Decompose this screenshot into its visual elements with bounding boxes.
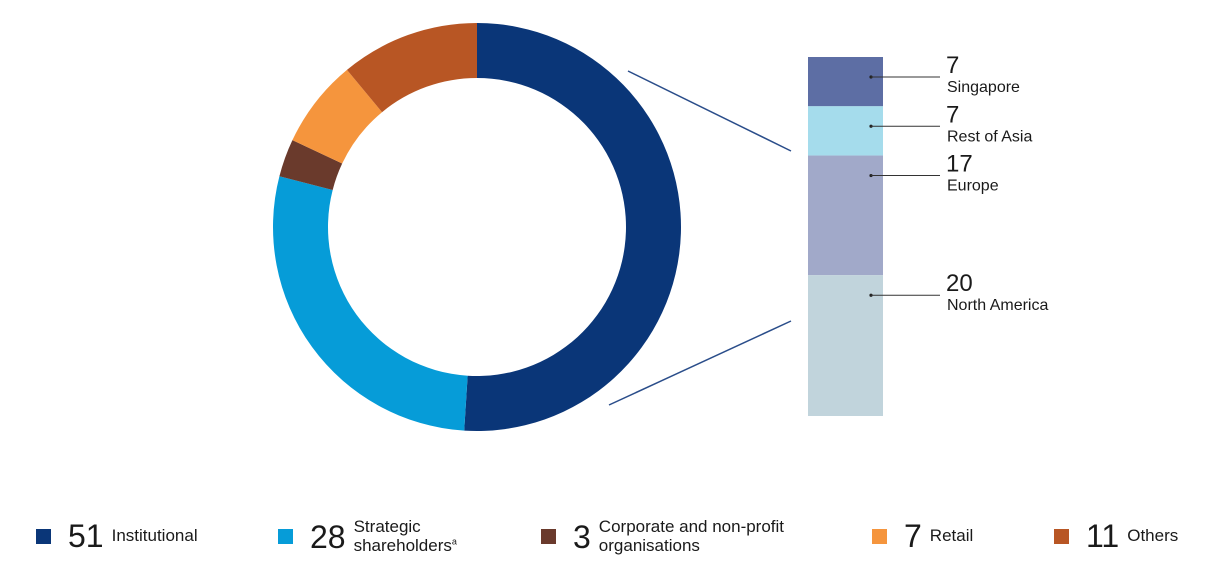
breakdown-label: North America [947,297,1048,314]
breakdown-label: Singapore [947,79,1020,96]
legend-value: 51 [68,518,104,554]
legend-label-text: Strategic shareholders [353,517,452,555]
legend-label: Corporate and non-profit organisations [598,517,785,555]
footnote-marker: a [451,536,457,547]
breakdown-value: 7 [946,101,959,128]
legend-item-institutional: 51 Institutional [36,520,198,552]
legend-item-corporate: 3 Corporate and non-profit organisations [541,517,819,555]
donut-slice-retail [292,69,383,164]
legend-item-others: 11 Others [1054,520,1178,552]
legend-swatch [872,528,887,544]
legend-swatch [541,529,556,545]
stack-segment-north-america [808,275,883,416]
legend-swatch [36,528,51,544]
breakdown-value: 7 [946,52,959,79]
legend-value: 3 [573,518,591,555]
connector-lines [608,70,792,406]
donut-chart [272,23,681,431]
breakdown-value: 17 [946,151,973,178]
connector-line-top [627,70,792,152]
stack-segment-rest-of-asia [808,106,883,156]
legend: 51 Institutional 28 Strategic shareholde… [0,512,1216,572]
legend-item-retail: 7 Retail [872,520,973,552]
legend-label: Retail [929,525,974,545]
legend-swatch [1054,528,1069,544]
legend-value: 11 [1086,518,1120,554]
legend-swatch [278,529,293,545]
legend-item-strategic: 28 Strategic shareholdersa [278,517,474,555]
donut-slice-institutional [464,23,681,431]
legend-value: 7 [904,518,922,554]
breakdown-label: Europe [947,178,999,195]
breakdown-label: Rest of Asia [947,128,1032,145]
donut-slice-corporate-and-non-profit-organisations [279,140,343,190]
stacked-breakdown-bar [808,57,883,416]
legend-label: Others [1127,525,1179,545]
breakdown-value: 20 [946,270,973,297]
donut-slice-strategic-shareholders [272,176,468,431]
legend-label: Strategic shareholdersa [353,517,474,555]
connector-line-bottom [608,320,792,406]
stack-segment-europe [808,155,883,276]
donut-slice-others [346,23,477,113]
legend-value: 28 [310,518,346,555]
legend-label: Institutional [111,525,198,545]
stack-segment-singapore [808,57,883,107]
